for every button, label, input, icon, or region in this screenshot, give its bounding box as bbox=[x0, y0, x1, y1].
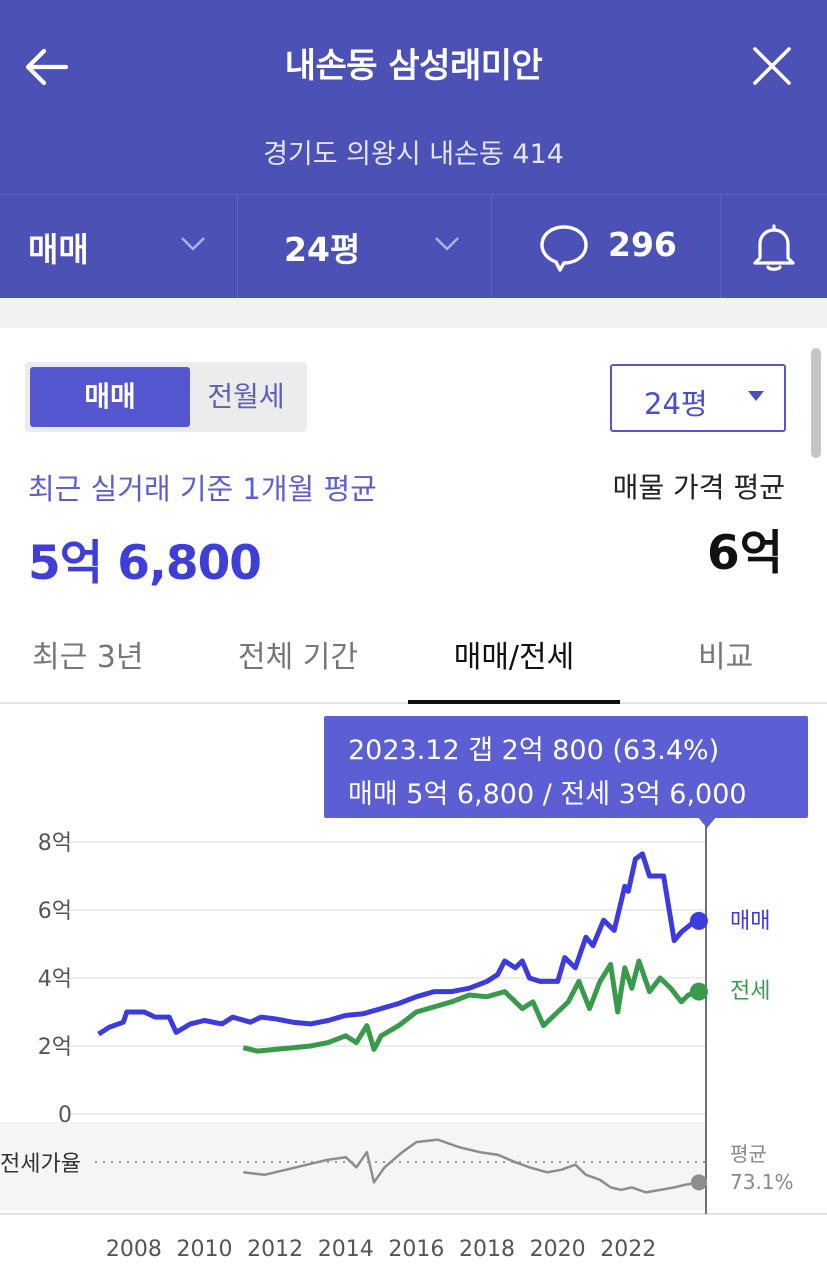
page-title: 내손동 삼성래미안 bbox=[284, 46, 543, 86]
ratio-axis-label: 전세가율 bbox=[0, 1152, 81, 1177]
tooltip-gap: 2023.12 갭 2억 800 (63.4%) bbox=[348, 735, 720, 766]
x-tick-label: 2010 bbox=[176, 1237, 232, 1262]
size-dropdown[interactable]: 24평 bbox=[238, 195, 492, 299]
y-tick-label: 0 bbox=[58, 1103, 72, 1128]
back-button[interactable] bbox=[22, 42, 72, 92]
y-tick-label: 6억 bbox=[38, 899, 72, 924]
size-label: 24평 bbox=[284, 230, 361, 269]
y-tick-label: 2억 bbox=[38, 1035, 72, 1060]
close-icon bbox=[753, 47, 791, 85]
series-line-2 bbox=[243, 1138, 700, 1194]
x-tick-label: 2012 bbox=[247, 1237, 303, 1262]
toggle-rent[interactable]: 전월세 bbox=[207, 380, 285, 413]
comment-icon bbox=[540, 225, 588, 272]
app-header: 내손동 삼성래미안 경기도 의왕시 내손동 414 매매 24평 296 bbox=[0, 0, 827, 299]
series-line-0 bbox=[97, 851, 700, 1037]
bell-icon bbox=[753, 224, 795, 271]
toggle-sale[interactable]: 매매 bbox=[30, 367, 190, 427]
series-end-marker bbox=[690, 1174, 707, 1191]
series-line-1 bbox=[242, 958, 700, 1054]
deal-type-dropdown[interactable]: 매매 bbox=[0, 195, 238, 299]
x-tick-label: 2014 bbox=[318, 1237, 374, 1262]
series-end-marker bbox=[689, 911, 708, 930]
tooltip-arrow bbox=[697, 816, 717, 828]
chart-svg: 8억 6억 4억 2억 0 전세가율 2008 2010 2012 2014 2016 2018 202… bbox=[0, 818, 827, 1262]
listing-average-price: 6억 bbox=[707, 526, 783, 581]
recent-average-price: 5억 6,800 bbox=[28, 536, 262, 591]
x-tick-label: 2018 bbox=[459, 1237, 515, 1262]
ratio-summary-value: 73.1% bbox=[730, 1170, 794, 1194]
tab-compare[interactable]: 비교 bbox=[698, 640, 754, 675]
alert-button[interactable] bbox=[721, 195, 827, 299]
filter-bar: 매매 24평 296 bbox=[0, 194, 827, 299]
ratio-summary-label: 평균 bbox=[730, 1142, 767, 1166]
recent-average-label: 최근 실거래 기준 1개월 평균 bbox=[28, 472, 377, 506]
comments-button[interactable]: 296 bbox=[492, 195, 721, 299]
address: 경기도 의왕시 내손동 414 bbox=[263, 139, 564, 170]
size-select[interactable]: 24평 bbox=[610, 364, 786, 432]
end-label-sale: 매매 bbox=[730, 909, 770, 934]
y-tick-label: 4억 bbox=[38, 967, 72, 992]
chart-tooltip: 2023.12 갭 2억 800 (63.4%) 매매 5억 6,800 / 전… bbox=[324, 716, 808, 828]
trade-type-toggle: 매매 전월세 bbox=[25, 362, 307, 432]
comment-count: 296 bbox=[608, 225, 677, 264]
caret-down-icon bbox=[748, 391, 764, 401]
x-tick-label: 2020 bbox=[530, 1237, 586, 1262]
listing-average-label: 매물 가격 평균 bbox=[612, 471, 785, 504]
active-tab-indicator bbox=[408, 700, 620, 704]
deal-type-label: 매매 bbox=[28, 230, 89, 269]
period-tabs: 최근 3년 전체 기간 매매/전세 비교 bbox=[0, 604, 827, 704]
scrollbar[interactable] bbox=[811, 348, 821, 458]
x-tick-label: 2016 bbox=[388, 1237, 444, 1262]
x-tick-label: 2008 bbox=[106, 1237, 162, 1262]
end-label-jeonse: 전세 bbox=[730, 979, 770, 1004]
price-chart[interactable]: 8억 6억 4억 2억 0 전세가율 2008 2010 2012 2014 2016 2018 202… bbox=[0, 706, 827, 1282]
size-select-value: 24평 bbox=[644, 387, 708, 421]
back-arrow-icon bbox=[25, 48, 69, 86]
series-end-marker bbox=[689, 982, 708, 1001]
tab-recent-3y[interactable]: 최근 3년 bbox=[32, 640, 144, 675]
chevron-down-icon bbox=[181, 237, 205, 251]
chevron-down-icon bbox=[435, 237, 459, 251]
tab-sale-jeonse[interactable]: 매매/전세 bbox=[453, 640, 575, 675]
x-tick-label: 2022 bbox=[600, 1237, 656, 1262]
y-tick-label: 8억 bbox=[38, 831, 72, 856]
close-button[interactable] bbox=[748, 42, 796, 90]
tooltip-prices: 매매 5억 6,800 / 전세 3억 6,000 bbox=[348, 779, 747, 810]
section-divider bbox=[0, 298, 827, 328]
tab-all-period[interactable]: 전체 기간 bbox=[238, 640, 358, 675]
ratio-panel-bg bbox=[0, 1122, 706, 1210]
